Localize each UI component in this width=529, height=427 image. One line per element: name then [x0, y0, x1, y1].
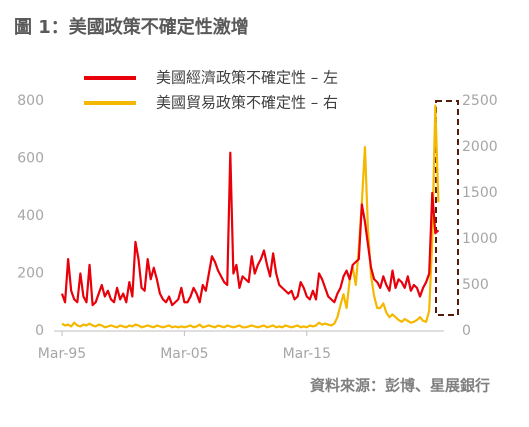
y2-tick-label: 1500: [462, 185, 498, 201]
y-tick-label: 0: [35, 323, 44, 339]
y2-tick-label: 500: [462, 277, 489, 293]
legend-label: 美國貿易政策不確定性 – 右: [156, 94, 338, 112]
chart-title: 圖 1：美國政策不確定性激增: [14, 16, 249, 38]
y2-tick-label: 0: [462, 323, 471, 339]
y2-tick-label: 1000: [462, 231, 498, 247]
y-tick-label: 800: [17, 93, 44, 109]
y2-tick-label: 2500: [462, 93, 498, 109]
y2-tick-label: 2000: [462, 139, 498, 155]
y-tick-label: 400: [17, 208, 44, 224]
source-note: 資料來源：彭博、星展銀行: [310, 377, 490, 395]
y-tick-label: 600: [17, 151, 44, 167]
series-line: [60, 151, 440, 307]
highlight-box: [435, 100, 459, 316]
x-tick-label: Mar-05: [160, 346, 208, 362]
legend-label: 美國經濟政策不確定性 – 左: [156, 69, 338, 87]
x-tick-label: Mar-95: [38, 346, 86, 362]
y-tick-label: 200: [17, 266, 44, 282]
series-line: [61, 104, 440, 329]
x-tick-label: Mar-15: [283, 346, 331, 362]
